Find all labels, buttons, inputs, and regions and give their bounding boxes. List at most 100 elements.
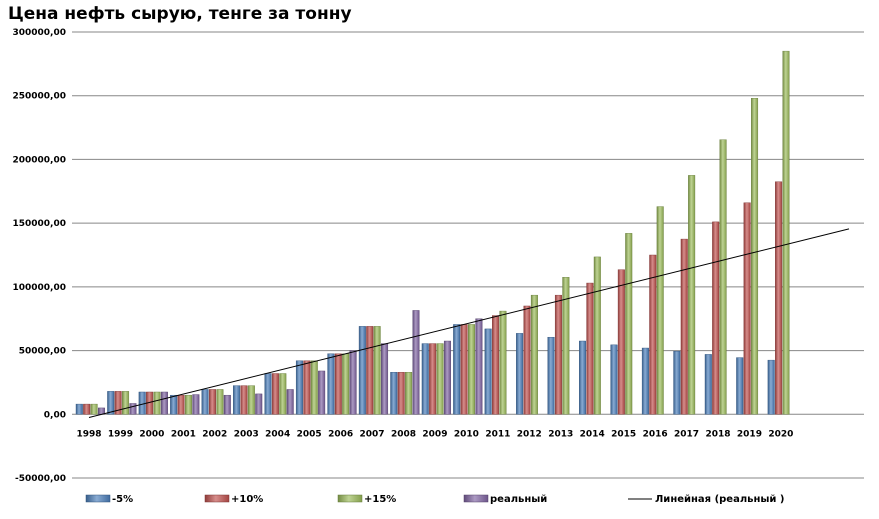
bar — [562, 277, 570, 415]
bar — [547, 336, 555, 415]
bar — [75, 403, 83, 415]
bar — [153, 391, 161, 415]
bar — [610, 344, 618, 415]
bar — [192, 394, 200, 415]
bar — [184, 394, 192, 415]
y-tick-label: 0,00 — [44, 410, 66, 420]
bar — [523, 305, 531, 415]
bar — [295, 360, 303, 415]
bar — [129, 403, 137, 415]
bar — [673, 351, 681, 415]
bar — [366, 326, 374, 415]
x-tick-label: 1999 — [108, 429, 133, 439]
bar — [201, 389, 209, 415]
bar — [310, 360, 318, 415]
y-tick-label: 200000,00 — [12, 155, 66, 165]
bar — [782, 50, 790, 415]
bar — [453, 324, 461, 415]
legend-label: -5% — [112, 494, 133, 505]
bar — [177, 394, 185, 415]
bar — [617, 269, 625, 415]
bar — [554, 294, 562, 415]
x-tick-label: 2020 — [768, 429, 793, 439]
x-tick-label: 2010 — [454, 429, 479, 439]
x-tick-label: 2009 — [422, 429, 447, 439]
bar — [286, 389, 294, 415]
y-tick-label: -50000,00 — [15, 474, 66, 484]
bar — [586, 282, 594, 415]
bar — [114, 391, 122, 415]
x-tick-label: 2005 — [297, 429, 322, 439]
bar — [656, 206, 664, 415]
x-tick-label: 2003 — [234, 429, 259, 439]
x-tick-label: 2004 — [265, 429, 290, 439]
bar — [342, 353, 350, 415]
bar — [160, 391, 168, 415]
bar — [579, 340, 587, 415]
bar — [460, 324, 468, 415]
legend-swatch — [204, 494, 230, 503]
bar — [736, 357, 744, 415]
x-tick-label: 2012 — [517, 429, 542, 439]
bar — [334, 353, 342, 415]
x-tick-label: 2016 — [643, 429, 668, 439]
bar — [233, 385, 241, 415]
bar — [373, 326, 381, 415]
bar — [358, 326, 366, 415]
bar — [122, 391, 130, 415]
bar — [397, 372, 405, 415]
bar — [719, 139, 727, 415]
bar — [767, 359, 775, 415]
bar — [318, 370, 326, 415]
bar — [390, 372, 398, 415]
bar — [484, 328, 492, 415]
x-tick-label: 2018 — [705, 429, 730, 439]
bar — [138, 391, 146, 415]
y-tick-label: 150000,00 — [12, 219, 66, 229]
legend-label: +15% — [364, 494, 396, 505]
x-tick-label: 2015 — [611, 429, 636, 439]
x-tick-label: 2017 — [674, 429, 699, 439]
bar — [743, 202, 751, 415]
bar — [264, 373, 272, 415]
legend-label: Линейная (реальный ) — [655, 494, 785, 505]
bar — [704, 354, 712, 415]
x-tick-label: 2008 — [391, 429, 416, 439]
x-tick-label: 1998 — [76, 429, 101, 439]
legend-label: реальный — [490, 494, 547, 505]
x-tick-label: 2013 — [548, 429, 573, 439]
bar — [443, 340, 451, 415]
bar — [90, 403, 98, 415]
bar — [421, 343, 429, 415]
bar — [83, 403, 91, 415]
bar — [240, 385, 248, 415]
bar — [405, 372, 413, 415]
bar — [279, 373, 287, 415]
bar — [516, 333, 524, 415]
bar — [499, 310, 507, 415]
bar — [271, 373, 279, 415]
bar — [349, 350, 357, 415]
bar — [475, 318, 483, 415]
bar — [429, 343, 437, 415]
bar — [223, 394, 231, 415]
bar — [688, 175, 696, 415]
bar — [625, 233, 633, 415]
bar — [530, 294, 538, 415]
y-tick-label: 250000,00 — [12, 92, 66, 102]
x-tick-label: 2014 — [580, 429, 605, 439]
bar — [468, 324, 476, 415]
legend-swatch — [337, 494, 363, 503]
x-tick-label: 2019 — [737, 429, 762, 439]
legend-label: +10% — [231, 494, 263, 505]
bar — [107, 391, 115, 415]
bar — [492, 315, 500, 415]
legend-swatch — [85, 494, 111, 503]
bar — [436, 343, 444, 415]
bar — [170, 394, 178, 415]
x-tick-label: 2007 — [360, 429, 385, 439]
bar — [641, 347, 649, 415]
bar — [649, 254, 657, 415]
x-tick-label: 2006 — [328, 429, 353, 439]
